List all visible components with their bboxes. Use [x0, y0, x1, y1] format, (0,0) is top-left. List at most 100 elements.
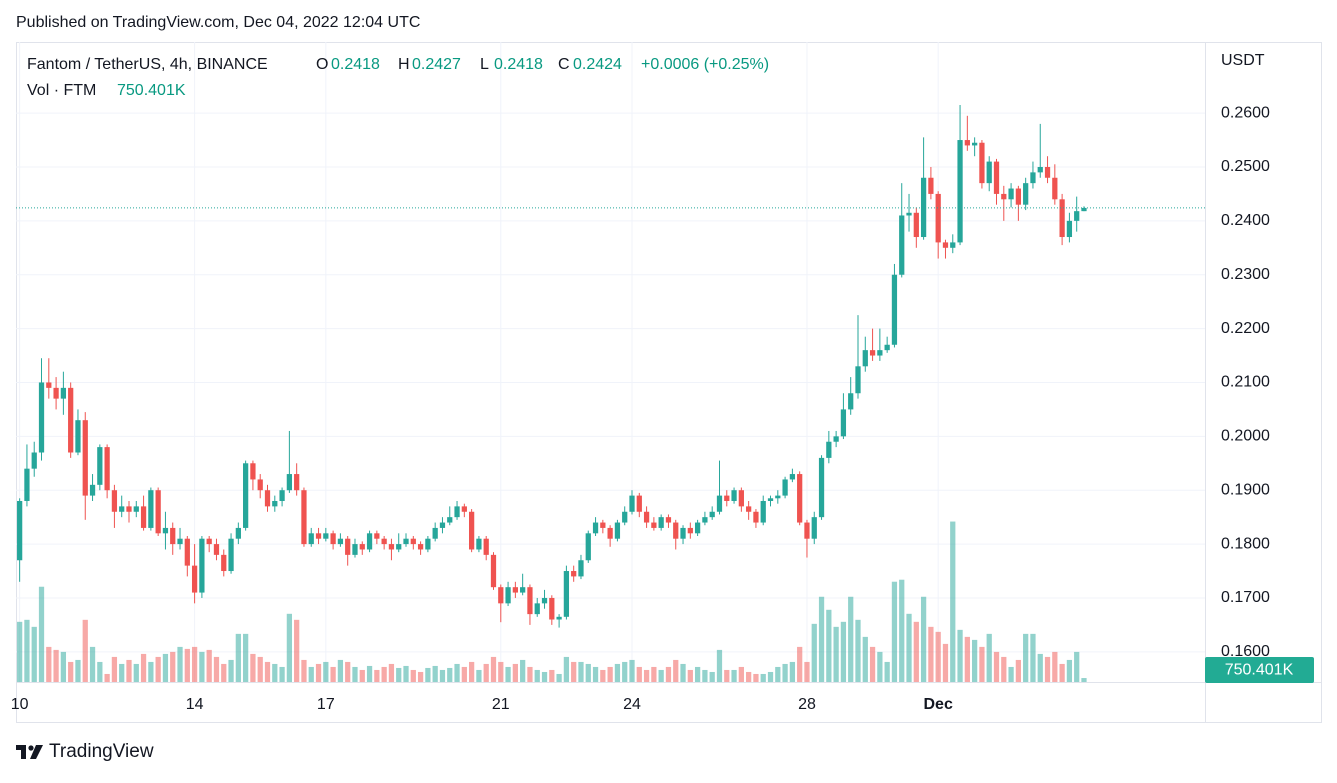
volume-bar [680, 663, 686, 682]
candle-body [840, 409, 847, 437]
volume-bar [957, 629, 963, 682]
y-tick-label: 0.2300 [1221, 266, 1270, 283]
volume-legend: 750.401K [117, 82, 186, 99]
volume-bar [789, 661, 796, 682]
volume-bar [315, 663, 322, 682]
candle-body [490, 554, 497, 588]
candle-body [709, 511, 715, 518]
volume-bar [979, 646, 985, 682]
candle-body [345, 538, 351, 555]
volume-bar [1030, 633, 1036, 682]
y-tick-label: 0.2400 [1221, 212, 1270, 229]
candle-body [549, 597, 555, 620]
volume-bar [899, 579, 905, 682]
candle-body [403, 538, 409, 545]
candle-body [775, 495, 781, 499]
y-tick-label: 0.2000 [1221, 428, 1270, 445]
legend-letter: H [398, 56, 410, 73]
candle-body [986, 161, 992, 184]
candle-body [950, 242, 956, 248]
volume-bar [1059, 663, 1065, 682]
volume-bar [454, 663, 460, 682]
candle-body [359, 544, 365, 550]
volume-bar [833, 626, 839, 682]
candle-body [614, 522, 621, 539]
volume-bar [191, 646, 198, 682]
volume-bar [811, 623, 817, 682]
volume-bar [1052, 651, 1058, 682]
legend-letter: L [480, 56, 489, 73]
volume-bar [731, 669, 737, 682]
volume-bar [760, 673, 766, 682]
symbol: Fantom / TetherUS, 4h, BINANCE [27, 56, 268, 73]
candle-body [191, 565, 198, 593]
candle-body [330, 533, 336, 545]
candle-body [140, 506, 147, 528]
volume-bar [82, 619, 88, 682]
volume-bar [848, 596, 854, 682]
candle-body [1001, 193, 1007, 200]
candle-body [629, 495, 635, 512]
candle-body [607, 527, 613, 539]
volume-bar [184, 648, 190, 682]
volume-bar [614, 663, 621, 682]
candle-body [374, 533, 380, 539]
volume-bar [658, 669, 664, 682]
volume-bar [162, 653, 169, 682]
volume-bar [505, 666, 511, 682]
volume-bar [913, 621, 919, 682]
candle-body [221, 554, 227, 572]
candle-body [942, 242, 949, 248]
candle-body [884, 344, 890, 351]
candle-body [82, 420, 88, 496]
candle-body [337, 538, 344, 545]
volume-bar [68, 661, 74, 682]
volume-bar [578, 661, 584, 682]
candle-body [97, 447, 103, 485]
volume-bar [155, 656, 161, 682]
volume-bar [206, 649, 212, 682]
volume-title: Vol · FTM [27, 82, 96, 99]
candle-body [388, 544, 395, 550]
volume-bar [629, 659, 635, 682]
candle-body [1059, 199, 1065, 238]
volume-bar [97, 661, 103, 682]
candle-body [75, 420, 81, 453]
candle-body [177, 538, 183, 545]
volume-bar [60, 651, 67, 682]
volume-bar [38, 586, 45, 682]
volume-bar [264, 661, 271, 682]
volume-bar [257, 656, 263, 682]
volume-bar [512, 663, 518, 682]
candle-body [1030, 172, 1036, 184]
candle-body [461, 506, 467, 512]
y-tick-label: 0.2200 [1221, 320, 1270, 337]
candle-body [46, 382, 52, 388]
volume-bar [651, 666, 657, 682]
candle-body [454, 506, 460, 518]
candle-body [483, 538, 489, 555]
candle-body [38, 382, 45, 453]
volume-bar [250, 653, 256, 682]
candle-body [1015, 188, 1022, 205]
volume-bar [600, 669, 606, 682]
volume-bar [396, 667, 402, 682]
volume-bar [308, 666, 314, 682]
volume-bar [140, 653, 147, 682]
currency: USDT [1221, 52, 1265, 69]
candle-body [694, 522, 701, 534]
volume-bar [972, 639, 978, 682]
volume-bar [738, 666, 744, 682]
volume-bar [986, 633, 992, 682]
candle-body [673, 522, 679, 539]
volume-bar [527, 666, 533, 682]
volume-bar [826, 609, 832, 682]
candle-body [600, 522, 606, 528]
candle-body [512, 587, 518, 593]
y-tick-label: 0.2100 [1221, 374, 1270, 391]
candle-body [928, 177, 934, 194]
y-tick-label: 0.2600 [1221, 104, 1270, 121]
candle-body [366, 533, 373, 550]
candle-body [869, 350, 876, 356]
candle-body [235, 527, 241, 539]
